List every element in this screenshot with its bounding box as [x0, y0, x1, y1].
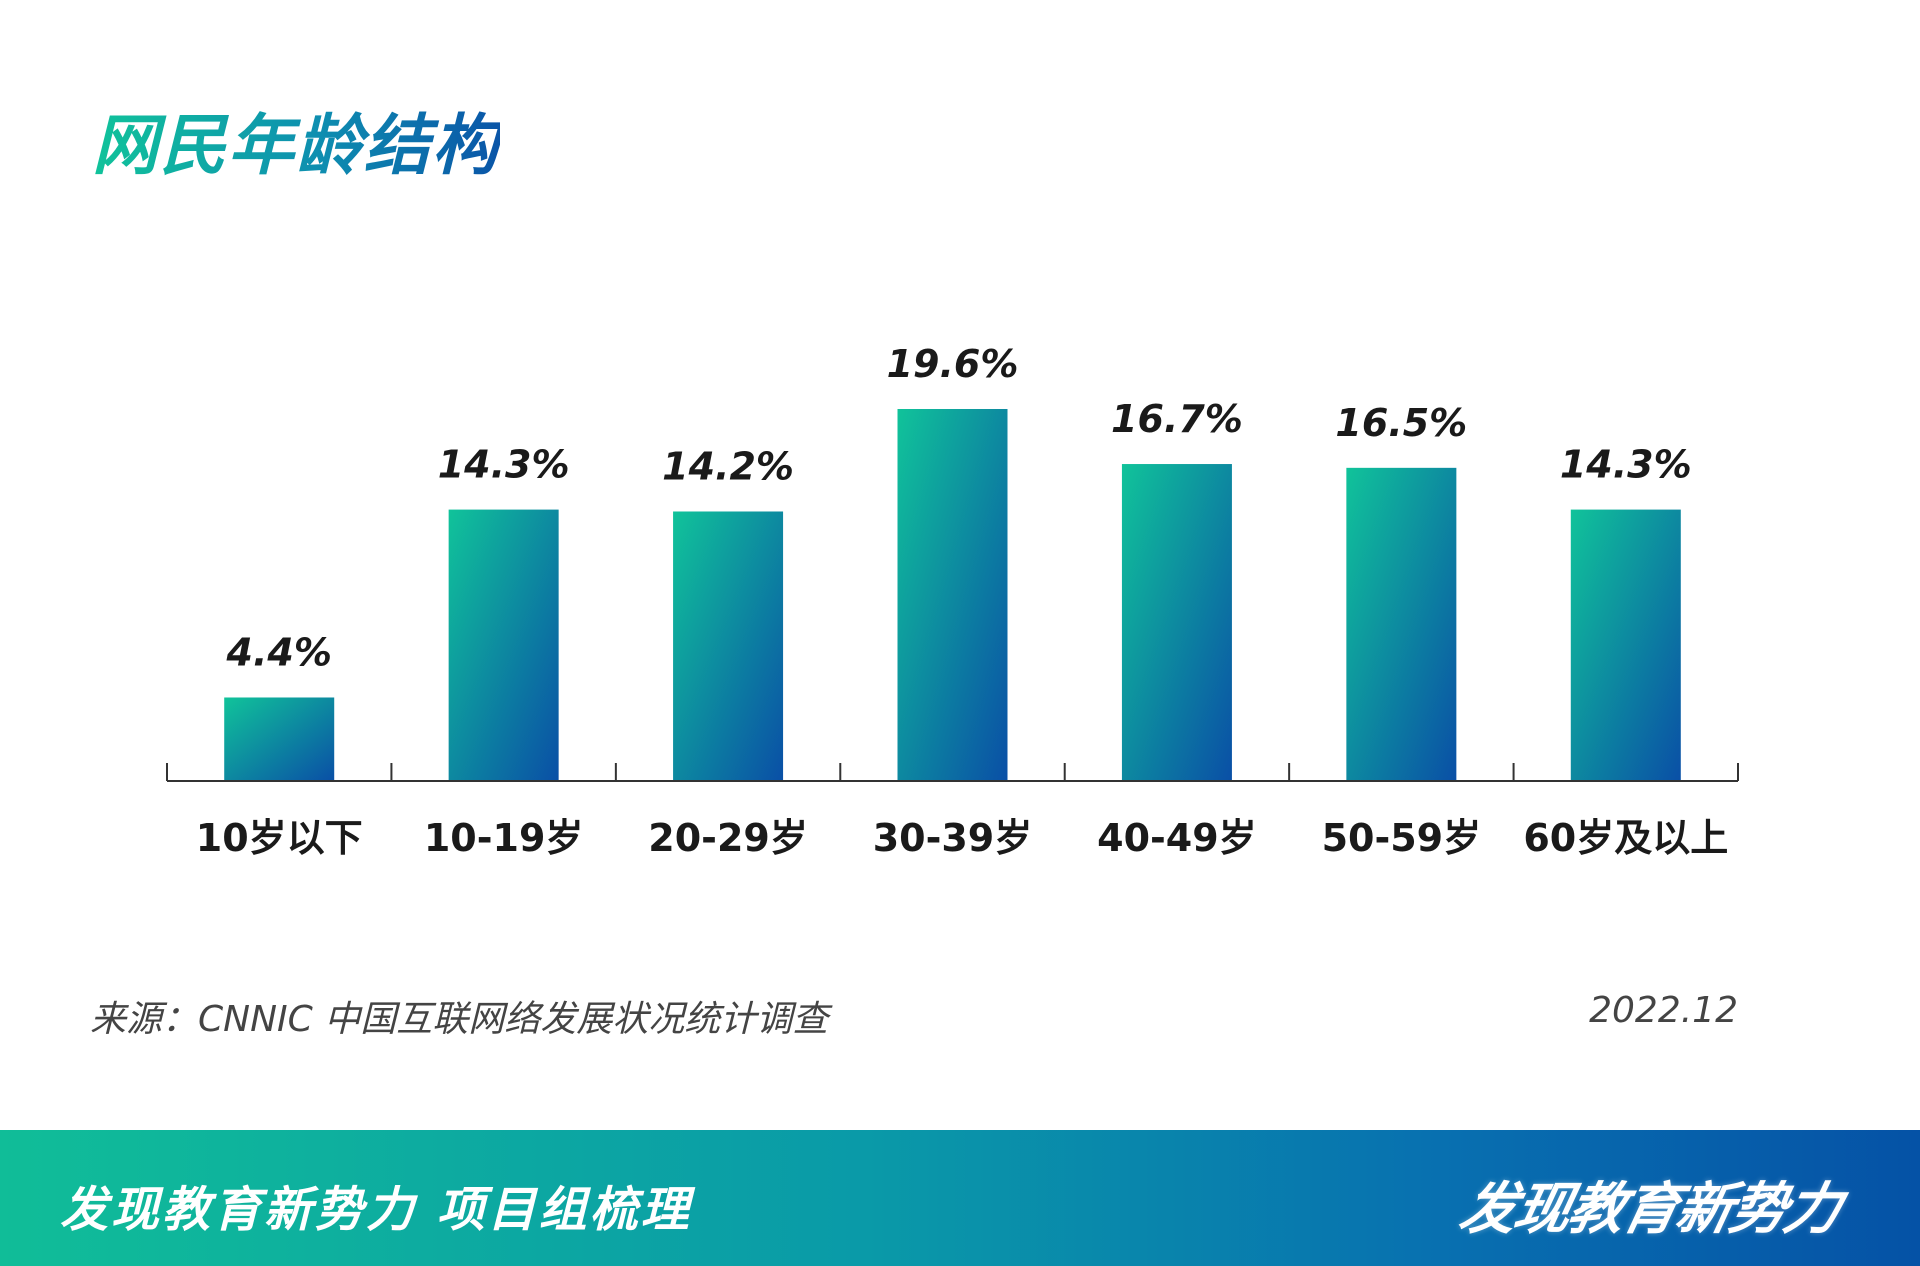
source-note: 来源：CNNIC 中国互联网络发展状况统计调查 — [90, 999, 829, 1040]
category-label: 20-29岁 — [648, 816, 808, 860]
value-label: 16.5% — [1335, 401, 1467, 445]
category-label: 40-49岁 — [1097, 816, 1257, 860]
category-label: 10-19岁 — [424, 816, 584, 860]
category-label: 60岁及以上 — [1523, 816, 1728, 860]
bar-6 — [1570, 509, 1681, 781]
value-label: 4.4% — [226, 630, 332, 674]
footer-banner: 发现教育新势力 项目组梳理 发现教育新势力 — [0, 1130, 1920, 1266]
date-note: 2022.12 — [1589, 990, 1738, 1031]
value-label: 14.3% — [1560, 443, 1692, 487]
value-label: 16.7% — [1111, 397, 1243, 441]
bar-4 — [1121, 464, 1232, 781]
bar-chart: 4.4% 10岁以下 14.3% 10-19岁 14.2% 20-29岁 19.6% 30-3… — [166, 342, 1739, 860]
category-label: 50-59岁 — [1322, 816, 1482, 860]
category-label: 30-39岁 — [873, 816, 1033, 860]
value-label: 19.6% — [887, 342, 1019, 386]
category-label: 10岁以下 — [196, 816, 363, 860]
value-label: 14.2% — [662, 444, 794, 488]
bar-5 — [1346, 467, 1457, 781]
brand-logo: 发现教育新势力 — [1454, 1177, 1846, 1242]
chart-title: 网民年龄结构 — [92, 92, 500, 188]
bar-1 — [448, 509, 559, 781]
bar-0 — [224, 697, 335, 781]
bar-2 — [673, 511, 784, 781]
bar-3 — [897, 409, 1008, 781]
footer-text: 发现教育新势力 项目组梳理 — [60, 1182, 692, 1238]
value-label: 14.3% — [438, 443, 570, 487]
